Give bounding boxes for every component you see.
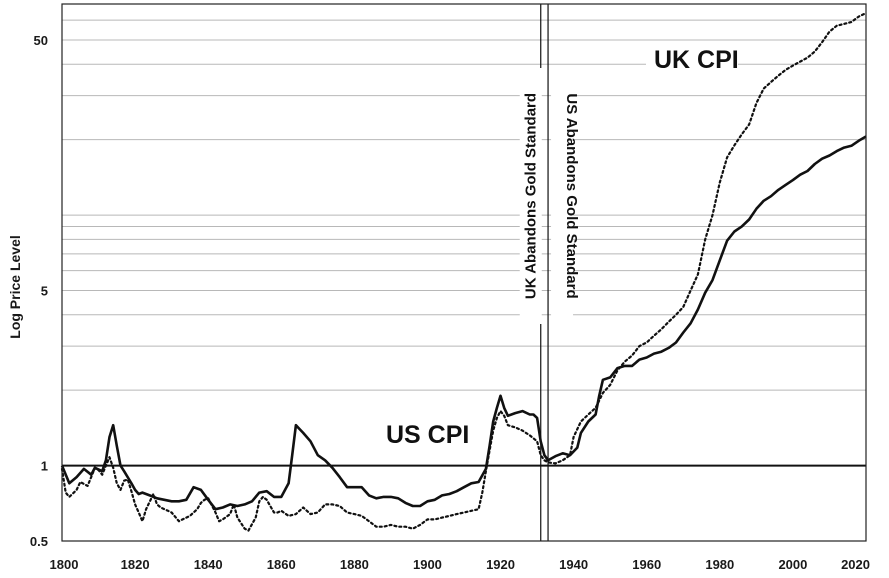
y-tick-label: 1 (41, 459, 48, 474)
x-tick-label: 1920 (486, 557, 515, 572)
x-tick-label: 2020 (841, 557, 870, 572)
event-label-1931: UK Abandons Gold Standard (523, 93, 540, 299)
x-tick-label: 1820 (121, 557, 150, 572)
y-axis-label: Log Price Level (7, 235, 23, 338)
uk-cpi-label: UK CPI (654, 46, 739, 74)
x-tick-label: 1980 (705, 557, 734, 572)
event-label-background (551, 68, 574, 324)
plot-frame (61, 3, 867, 542)
x-tick-label: 1900 (413, 557, 442, 572)
y-tick-label: 5 (41, 284, 48, 299)
x-axis-ticks: 1800 1820 1840 1860 1880 1900 1920 1940 1960 1980… (50, 557, 870, 572)
series-label-background (646, 41, 738, 75)
series-lines (60, 12, 868, 532)
x-tick-label: 1800 (50, 557, 79, 572)
uk-cpi-line (60, 12, 868, 532)
y-axis-ticks: 0.5 1 5 50 (30, 33, 48, 549)
event-markers: UK Abandons Gold Standard US Abandons Gol… (519, 4, 580, 541)
y-tick-label: 0.5 (30, 534, 48, 549)
x-tick-label: 1860 (267, 557, 296, 572)
event-label-1933: US Abandons Gold Standard (563, 93, 580, 298)
x-tick-label: 1840 (194, 557, 223, 572)
us-cpi-label: US CPI (386, 421, 469, 449)
y-tick-label: 50 (34, 33, 48, 48)
x-tick-label: 1940 (559, 557, 588, 572)
series-label-background (378, 416, 470, 450)
us-cpi-line (60, 135, 867, 511)
event-label-background (519, 68, 542, 324)
x-tick-label: 1960 (632, 557, 661, 572)
x-tick-label: 1880 (340, 557, 369, 572)
x-tick-label: 2000 (778, 557, 807, 572)
series-labels: US CPI UK CPI (378, 41, 739, 450)
